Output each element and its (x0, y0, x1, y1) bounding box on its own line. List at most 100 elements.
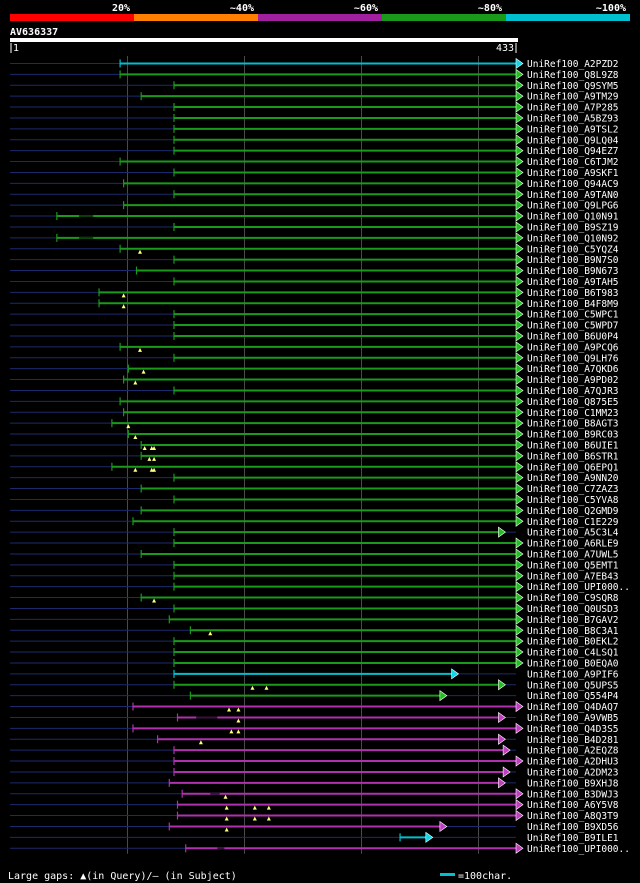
hit-label[interactable]: UniRef100_Q5UPS5 (527, 680, 619, 691)
hit-label[interactable]: UniRef100_A2DM23 (527, 767, 619, 778)
hit-label[interactable]: UniRef100_Q10N92 (527, 233, 619, 244)
hit-label[interactable]: UniRef100_B3DWJ3 (527, 789, 619, 800)
hit-row[interactable]: UniRef100_B9XHJ8 (10, 777, 619, 790)
hit-row[interactable]: UniRef100_Q9LQ04 (10, 134, 619, 147)
hit-label[interactable]: UniRef100_A7UWL5 (527, 549, 619, 560)
hit-label[interactable]: UniRef100_B7GAV2 (527, 615, 619, 626)
hit-row[interactable]: UniRef100_A9SKF1 (10, 166, 619, 179)
hit-label[interactable]: UniRef100_Q9LQ04 (527, 135, 619, 146)
hit-row[interactable]: UniRef100_Q5UPS5 (10, 679, 619, 692)
hit-row[interactable]: UniRef100_Q4D3S5 (10, 722, 619, 735)
hit-row[interactable]: UniRef100_UPI000.. (10, 581, 630, 594)
hit-row[interactable]: UniRef100_Q94EZ7 (10, 145, 619, 158)
hit-row[interactable]: UniRef100_Q6EPQ1 (10, 461, 619, 474)
hit-row[interactable]: UniRef100_A9NN20 (10, 472, 619, 485)
hit-row[interactable]: UniRef100_B9ILE1 (10, 831, 619, 844)
hit-row[interactable]: UniRef100_B4F8M9 (10, 297, 619, 310)
hit-row[interactable]: UniRef100_Q9LH76 (10, 352, 619, 365)
hit-row[interactable]: UniRef100_C5WPD7 (10, 319, 619, 332)
hit-row[interactable]: UniRef100_B0EKL2 (10, 635, 619, 648)
hit-label[interactable]: UniRef100_Q0USD3 (527, 604, 619, 615)
hit-label[interactable]: UniRef100_A5BZ93 (527, 113, 619, 124)
hit-label[interactable]: UniRef100_Q9LPG6 (527, 201, 619, 212)
hit-row[interactable]: UniRef100_C5YVA8 (10, 493, 619, 506)
hit-label[interactable]: UniRef100_A7QJR3 (527, 386, 619, 397)
hit-row[interactable]: UniRef100_B9SZ19 (10, 221, 619, 234)
hit-row[interactable]: UniRef100_A7QJR3 (10, 384, 619, 397)
hit-row[interactable]: UniRef100_B7GAV2 (10, 613, 619, 626)
hit-row[interactable]: UniRef100_B3DWJ3 (10, 788, 619, 801)
hit-row[interactable]: UniRef100_A9TAN0 (10, 188, 619, 201)
hit-label[interactable]: UniRef100_C9SQR8 (527, 593, 619, 604)
hit-label[interactable]: UniRef100_Q94EZ7 (527, 146, 619, 157)
hit-label[interactable]: UniRef100_UPI000.. (527, 582, 630, 593)
hit-row[interactable]: UniRef100_C1MM23 (10, 406, 619, 419)
hit-row[interactable]: UniRef100_B9RC03 (10, 428, 619, 441)
hit-label[interactable]: UniRef100_B6T983 (527, 288, 619, 299)
hit-row[interactable]: UniRef100_Q5EMT1 (10, 559, 619, 572)
hit-label[interactable]: UniRef100_A5C3L4 (527, 528, 619, 539)
hit-row[interactable]: UniRef100_A7P285 (10, 101, 619, 114)
hit-label[interactable]: UniRef100_B6U0P4 (527, 331, 619, 342)
hit-row[interactable]: UniRef100_A5C3L4 (10, 526, 619, 539)
hit-label[interactable]: UniRef100_A9TAH5 (527, 277, 619, 288)
hit-row[interactable]: UniRef100_A9TM29 (10, 90, 619, 103)
hit-row[interactable]: UniRef100_A2PZD2 (10, 57, 619, 70)
hit-label[interactable]: UniRef100_A6Y5V8 (527, 800, 619, 811)
hit-row[interactable]: UniRef100_A6RLE9 (10, 537, 619, 550)
hit-label[interactable]: UniRef100_C1E229 (527, 517, 619, 528)
hit-row[interactable]: UniRef100_B9N673 (10, 264, 619, 278)
hit-row[interactable]: UniRef100_Q10N91 (10, 210, 619, 223)
hit-label[interactable]: UniRef100_A9TAN0 (527, 190, 619, 201)
hit-label[interactable]: UniRef100_C5YVA8 (527, 495, 619, 506)
hit-label[interactable]: UniRef100_A2EQZ8 (527, 746, 619, 757)
hit-label[interactable]: UniRef100_A9PIF6 (527, 669, 619, 680)
hit-label[interactable]: UniRef100_B9N7S0 (527, 255, 619, 266)
hit-row[interactable]: UniRef100_Q9LPG6 (10, 199, 619, 212)
hit-row[interactable]: UniRef100_C5WPC1 (10, 308, 619, 321)
hit-label[interactable]: UniRef100_B4D281 (527, 735, 619, 746)
hit-label[interactable]: UniRef100_C7ZAZ3 (527, 484, 619, 495)
hit-label[interactable]: UniRef100_Q6EPQ1 (527, 462, 619, 473)
hit-label[interactable]: UniRef100_A9NN20 (527, 473, 619, 484)
hit-label[interactable]: UniRef100_Q4DAQ7 (527, 702, 619, 713)
hit-row[interactable]: UniRef100_A8Q3T9 (10, 809, 619, 823)
hit-row[interactable]: UniRef100_B6UIE1 (10, 439, 619, 452)
hit-label[interactable]: UniRef100_Q875E5 (527, 397, 619, 408)
hit-label[interactable]: UniRef100_B9N673 (527, 266, 619, 277)
hit-label[interactable]: UniRef100_C5WPC1 (527, 310, 619, 321)
hit-label[interactable]: UniRef100_A8Q3T9 (527, 811, 619, 822)
hit-row[interactable]: UniRef100_A7EB43 (10, 570, 619, 583)
hit-row[interactable]: UniRef100_Q554P4 (10, 690, 619, 703)
hit-label[interactable]: UniRef100_Q5EMT1 (527, 560, 619, 571)
hit-label[interactable]: UniRef100_B8AGT3 (527, 419, 619, 430)
hit-row[interactable]: UniRef100_A2DM23 (10, 766, 619, 779)
hit-row[interactable]: UniRef100_Q875E5 (10, 395, 619, 408)
hit-label[interactable]: UniRef100_B4F8M9 (527, 299, 619, 310)
hit-row[interactable]: UniRef100_B6T983 (10, 286, 619, 299)
hit-row[interactable]: UniRef100_B6STR1 (10, 450, 619, 463)
hit-label[interactable]: UniRef100_C5WPD7 (527, 321, 619, 332)
hit-row[interactable]: UniRef100_Q0USD3 (10, 602, 619, 615)
hit-row[interactable]: UniRef100_B6U0P4 (10, 330, 619, 343)
hit-label[interactable]: UniRef100_C4LSQ1 (527, 648, 619, 659)
hit-row[interactable]: UniRef100_C9SQR8 (10, 591, 619, 605)
hit-row[interactable]: UniRef100_A9VWB5 (10, 711, 619, 724)
hit-row[interactable]: UniRef100_A9PIF6 (10, 668, 619, 681)
hit-row[interactable]: UniRef100_B9N7S0 (10, 254, 619, 267)
hit-row[interactable]: UniRef100_C7ZAZ3 (10, 482, 619, 496)
hit-row[interactable]: UniRef100_B9XD56 (10, 820, 619, 833)
hit-row[interactable]: UniRef100_B8C3A1 (10, 624, 619, 637)
hit-row[interactable]: UniRef100_A2EQZ8 (10, 744, 619, 757)
hit-row[interactable]: UniRef100_C6TJM2 (10, 155, 619, 169)
hit-label[interactable]: UniRef100_Q9LH76 (527, 353, 619, 364)
hit-label[interactable]: UniRef100_A7P285 (527, 103, 619, 114)
hit-label[interactable]: UniRef100_B6STR1 (527, 451, 619, 462)
hit-row[interactable]: UniRef100_C5YQZ4 (10, 243, 619, 256)
hit-label[interactable]: UniRef100_C5YQZ4 (527, 244, 619, 255)
hit-row[interactable]: UniRef100_A2DHU3 (10, 755, 619, 768)
hit-label[interactable]: UniRef100_A7QKD6 (527, 364, 619, 375)
hit-label[interactable]: UniRef100_A9TM29 (527, 92, 619, 103)
hit-label[interactable]: UniRef100_Q10N91 (527, 212, 619, 223)
hit-row[interactable]: UniRef100_A9TAH5 (10, 275, 619, 288)
